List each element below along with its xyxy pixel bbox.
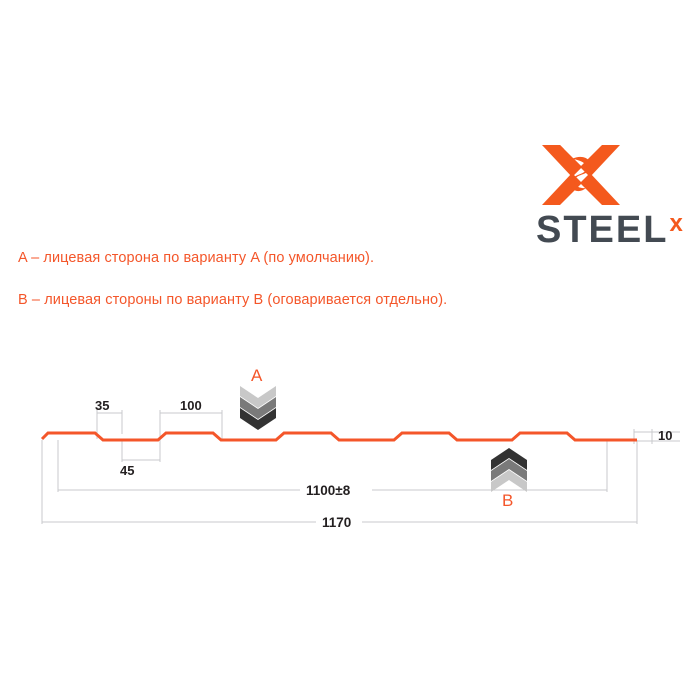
legend-line-a: A – лицевая сторона по варианту A (по ум… bbox=[18, 250, 375, 266]
steelx-logo: STEEL x bbox=[536, 143, 690, 249]
dimension-label-useful-width: 1100±8 bbox=[306, 483, 351, 498]
dimension-label-rib-height: 10 bbox=[658, 428, 673, 443]
legend-line-b: B – лицевая стороны по варианту B (огова… bbox=[18, 292, 448, 308]
profile-polyline bbox=[40, 431, 636, 442]
logo-x-superscript: x bbox=[669, 210, 683, 237]
steelx-x-mark-icon bbox=[542, 145, 620, 205]
marker-b-chevrons-up-icon bbox=[491, 448, 527, 492]
dimension-lines bbox=[41, 410, 680, 524]
steelx-wordmark: STEEL x bbox=[536, 210, 690, 249]
logo-steel-text: STEEL bbox=[536, 209, 669, 251]
marker-b-letter: B bbox=[502, 491, 514, 510]
marker-a-letter: A bbox=[251, 366, 263, 385]
marker-a-chevrons-down-icon bbox=[240, 386, 276, 430]
dimension-label-total-width: 1170 bbox=[322, 515, 352, 530]
dimension-label-rib-pitch: 100 bbox=[180, 398, 202, 413]
dimension-label-rib-valley-width: 45 bbox=[120, 463, 135, 478]
dimension-label-rib-top-width: 35 bbox=[95, 398, 110, 413]
sheet-profile bbox=[40, 431, 637, 442]
